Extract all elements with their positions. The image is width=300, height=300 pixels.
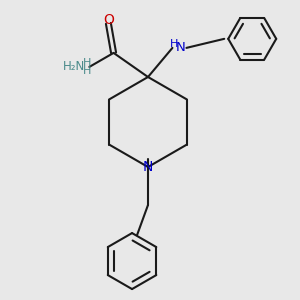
Text: O: O [103,14,114,27]
Text: H: H [83,58,92,68]
Text: H: H [170,39,178,49]
Text: N: N [176,41,185,54]
Text: N: N [143,160,153,174]
Text: H₂N: H₂N [63,60,85,74]
Text: H: H [83,66,92,76]
